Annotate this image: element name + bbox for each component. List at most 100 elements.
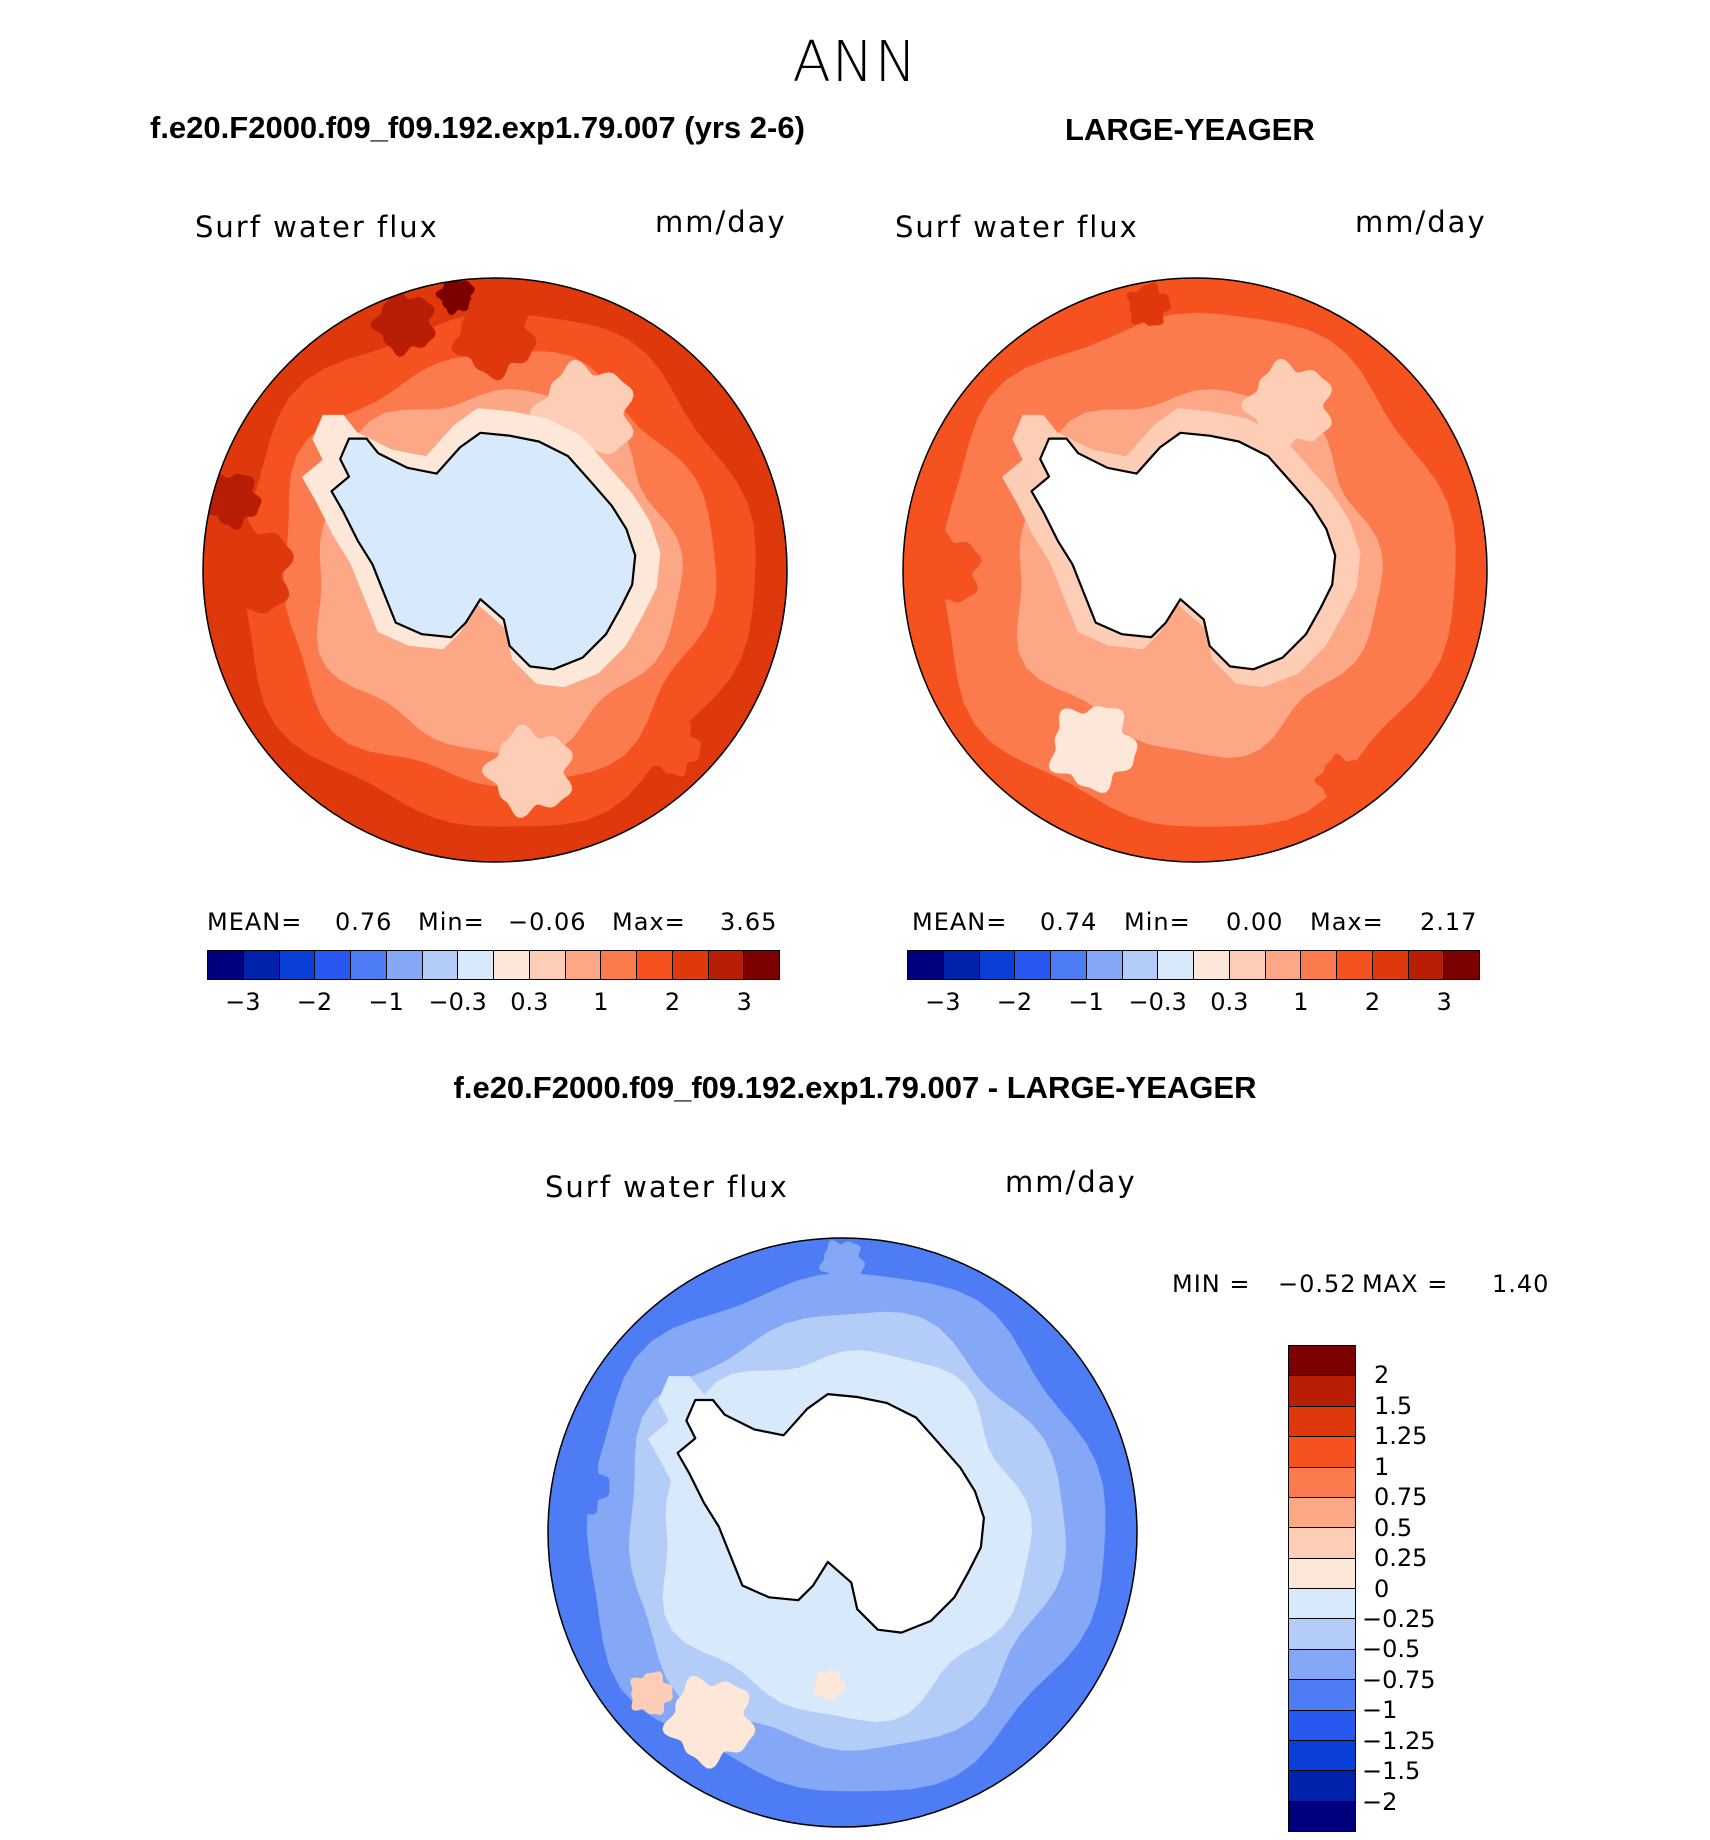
colorbar-tick-label: −1 [368, 988, 404, 1016]
left-panel-title: f.e20.F2000.f09_f09.192.exp1.79.007 (yrs… [150, 110, 805, 145]
colorbar-tick-label: −1.5 [1362, 1757, 1421, 1786]
colorbar-swatch [1158, 951, 1194, 979]
colorbar-tick-label: 2 [664, 988, 681, 1016]
contour-blob [813, 1670, 846, 1702]
diff-max-label: MAX = [1362, 1270, 1449, 1298]
colorbar-swatch [1229, 951, 1266, 979]
left-max-value: 3.65 [720, 908, 778, 936]
colorbar-swatch [1289, 1528, 1355, 1559]
colorbar-tick-label: 0.3 [510, 988, 549, 1016]
right-mean-label: MEAN= [912, 908, 1008, 936]
colorbar-swatch [1289, 1589, 1355, 1620]
colorbar-swatch [1265, 951, 1302, 979]
contour-blob [1048, 706, 1138, 793]
colorbar-swatch [744, 951, 779, 979]
colorbar-swatch [979, 951, 1016, 979]
diff-max-value: 1.40 [1492, 1270, 1550, 1298]
left-units-label: mm/day [655, 205, 787, 239]
colorbar-tick-label: −3 [225, 988, 261, 1016]
contour-blob [555, 1458, 610, 1515]
colorbar-swatch [708, 951, 745, 979]
colorbar-tick-label: −1 [1362, 1696, 1398, 1725]
colorbar-tick-label: −1 [1068, 988, 1104, 1016]
colorbar-swatch [637, 951, 673, 979]
colorbar-tick-label: 3 [736, 988, 752, 1016]
contour-blob [481, 724, 573, 818]
left-min-label: Min= [418, 908, 485, 936]
colorbar-tick-label: −2 [1362, 1787, 1398, 1816]
right-min-label: Min= [1124, 908, 1191, 936]
colorbar-swatch [1289, 1558, 1355, 1589]
colorbar-swatch [243, 951, 280, 979]
contour-blob [203, 515, 294, 622]
left-polar-map [202, 277, 788, 863]
colorbar-swatch [1289, 1740, 1355, 1772]
colorbar-swatch [315, 951, 351, 979]
contour-blob [630, 1671, 673, 1715]
figure-title: ANN [792, 30, 918, 95]
antarctica-coastline [1030, 431, 1337, 671]
right-colorbar-ticks: −3 −2 −1 −0.3 0.3 1 2 3 [907, 988, 1480, 1020]
colorbar-swatch [672, 951, 709, 979]
colorbar-swatch [1289, 1801, 1355, 1831]
left-min-value: −0.06 [508, 908, 587, 936]
colorbar-swatch [1289, 1710, 1355, 1741]
diff-variable-label: Surf water flux [545, 1170, 789, 1204]
map-boundary [902, 277, 1488, 863]
left-mean-value: 0.76 [335, 908, 393, 936]
colorbar-tick-label: 3 [1436, 988, 1452, 1016]
colorbar-swatch [1289, 1467, 1355, 1498]
colorbar-swatch [1301, 951, 1337, 979]
colorbar-tick-label: 0.25 [1374, 1544, 1428, 1573]
colorbar-tick-label: 2 [1364, 988, 1381, 1016]
right-panel-title: LARGE-YEAGER [1065, 112, 1315, 147]
colorbar-tick-label: −2 [996, 988, 1033, 1016]
colorbar-tick-label: 0.3 [1210, 988, 1249, 1016]
colorbar-tick-label: −0.75 [1362, 1665, 1436, 1694]
colorbar-tick-label: 2 [1374, 1361, 1390, 1390]
colorbar-swatch [1289, 1649, 1355, 1681]
right-colorbar [907, 950, 1480, 980]
antarctica-coastline [676, 1393, 985, 1634]
diff-min-label: MIN = [1172, 1270, 1251, 1298]
colorbar-tick-label: 0.5 [1374, 1513, 1413, 1542]
contour-blob [818, 1240, 865, 1286]
difference-panel-title: f.e20.F2000.f09_f09.192.exp1.79.007 - LA… [453, 1070, 1257, 1105]
colorbar-swatch [458, 951, 494, 979]
colorbar-tick-label: 1.5 [1374, 1391, 1413, 1420]
colorbar-swatch [386, 951, 423, 979]
colorbar-swatch [1337, 951, 1373, 979]
colorbar-tick-label: 0 [1374, 1574, 1390, 1603]
colorbar-tick-label: −0.3 [428, 988, 487, 1016]
colorbar-swatch [1051, 951, 1087, 979]
diff-min-value: −0.52 [1278, 1270, 1357, 1298]
difference-polar-map [547, 1237, 1138, 1828]
colorbar-swatch [943, 951, 980, 979]
contour-blob [645, 721, 702, 777]
right-units-label: mm/day [1355, 205, 1487, 239]
colorbar-tick-label: −0.3 [1128, 988, 1187, 1016]
colorbar-swatch [601, 951, 637, 979]
left-mean-label: MEAN= [207, 908, 303, 936]
colorbar-swatch [1289, 1771, 1355, 1802]
difference-colorbar [1288, 1345, 1356, 1832]
colorbar-tick-label: −3 [925, 988, 961, 1016]
colorbar-swatch [1289, 1406, 1355, 1438]
colorbar-swatch [1086, 951, 1123, 979]
right-polar-map [902, 277, 1488, 863]
colorbar-swatch [1289, 1680, 1355, 1711]
contour-blob [903, 529, 982, 609]
colorbar-swatch [1289, 1346, 1355, 1377]
colorbar-tick-label: 1.25 [1374, 1422, 1428, 1451]
colorbar-tick-label: −2 [296, 988, 333, 1016]
colorbar-tick-label: −0.25 [1362, 1604, 1436, 1633]
right-variable-label: Surf water flux [895, 210, 1139, 244]
colorbar-tick-label: 0.75 [1374, 1483, 1428, 1512]
contour-blob [203, 473, 262, 530]
colorbar-swatch [1408, 951, 1445, 979]
colorbar-swatch [1444, 951, 1479, 979]
right-max-label: Max= [1310, 908, 1384, 936]
left-colorbar-ticks: −3 −2 −1 −0.3 0.3 1 2 3 [207, 988, 780, 1020]
colorbar-swatch [565, 951, 602, 979]
colorbar-swatch [1289, 1497, 1355, 1529]
